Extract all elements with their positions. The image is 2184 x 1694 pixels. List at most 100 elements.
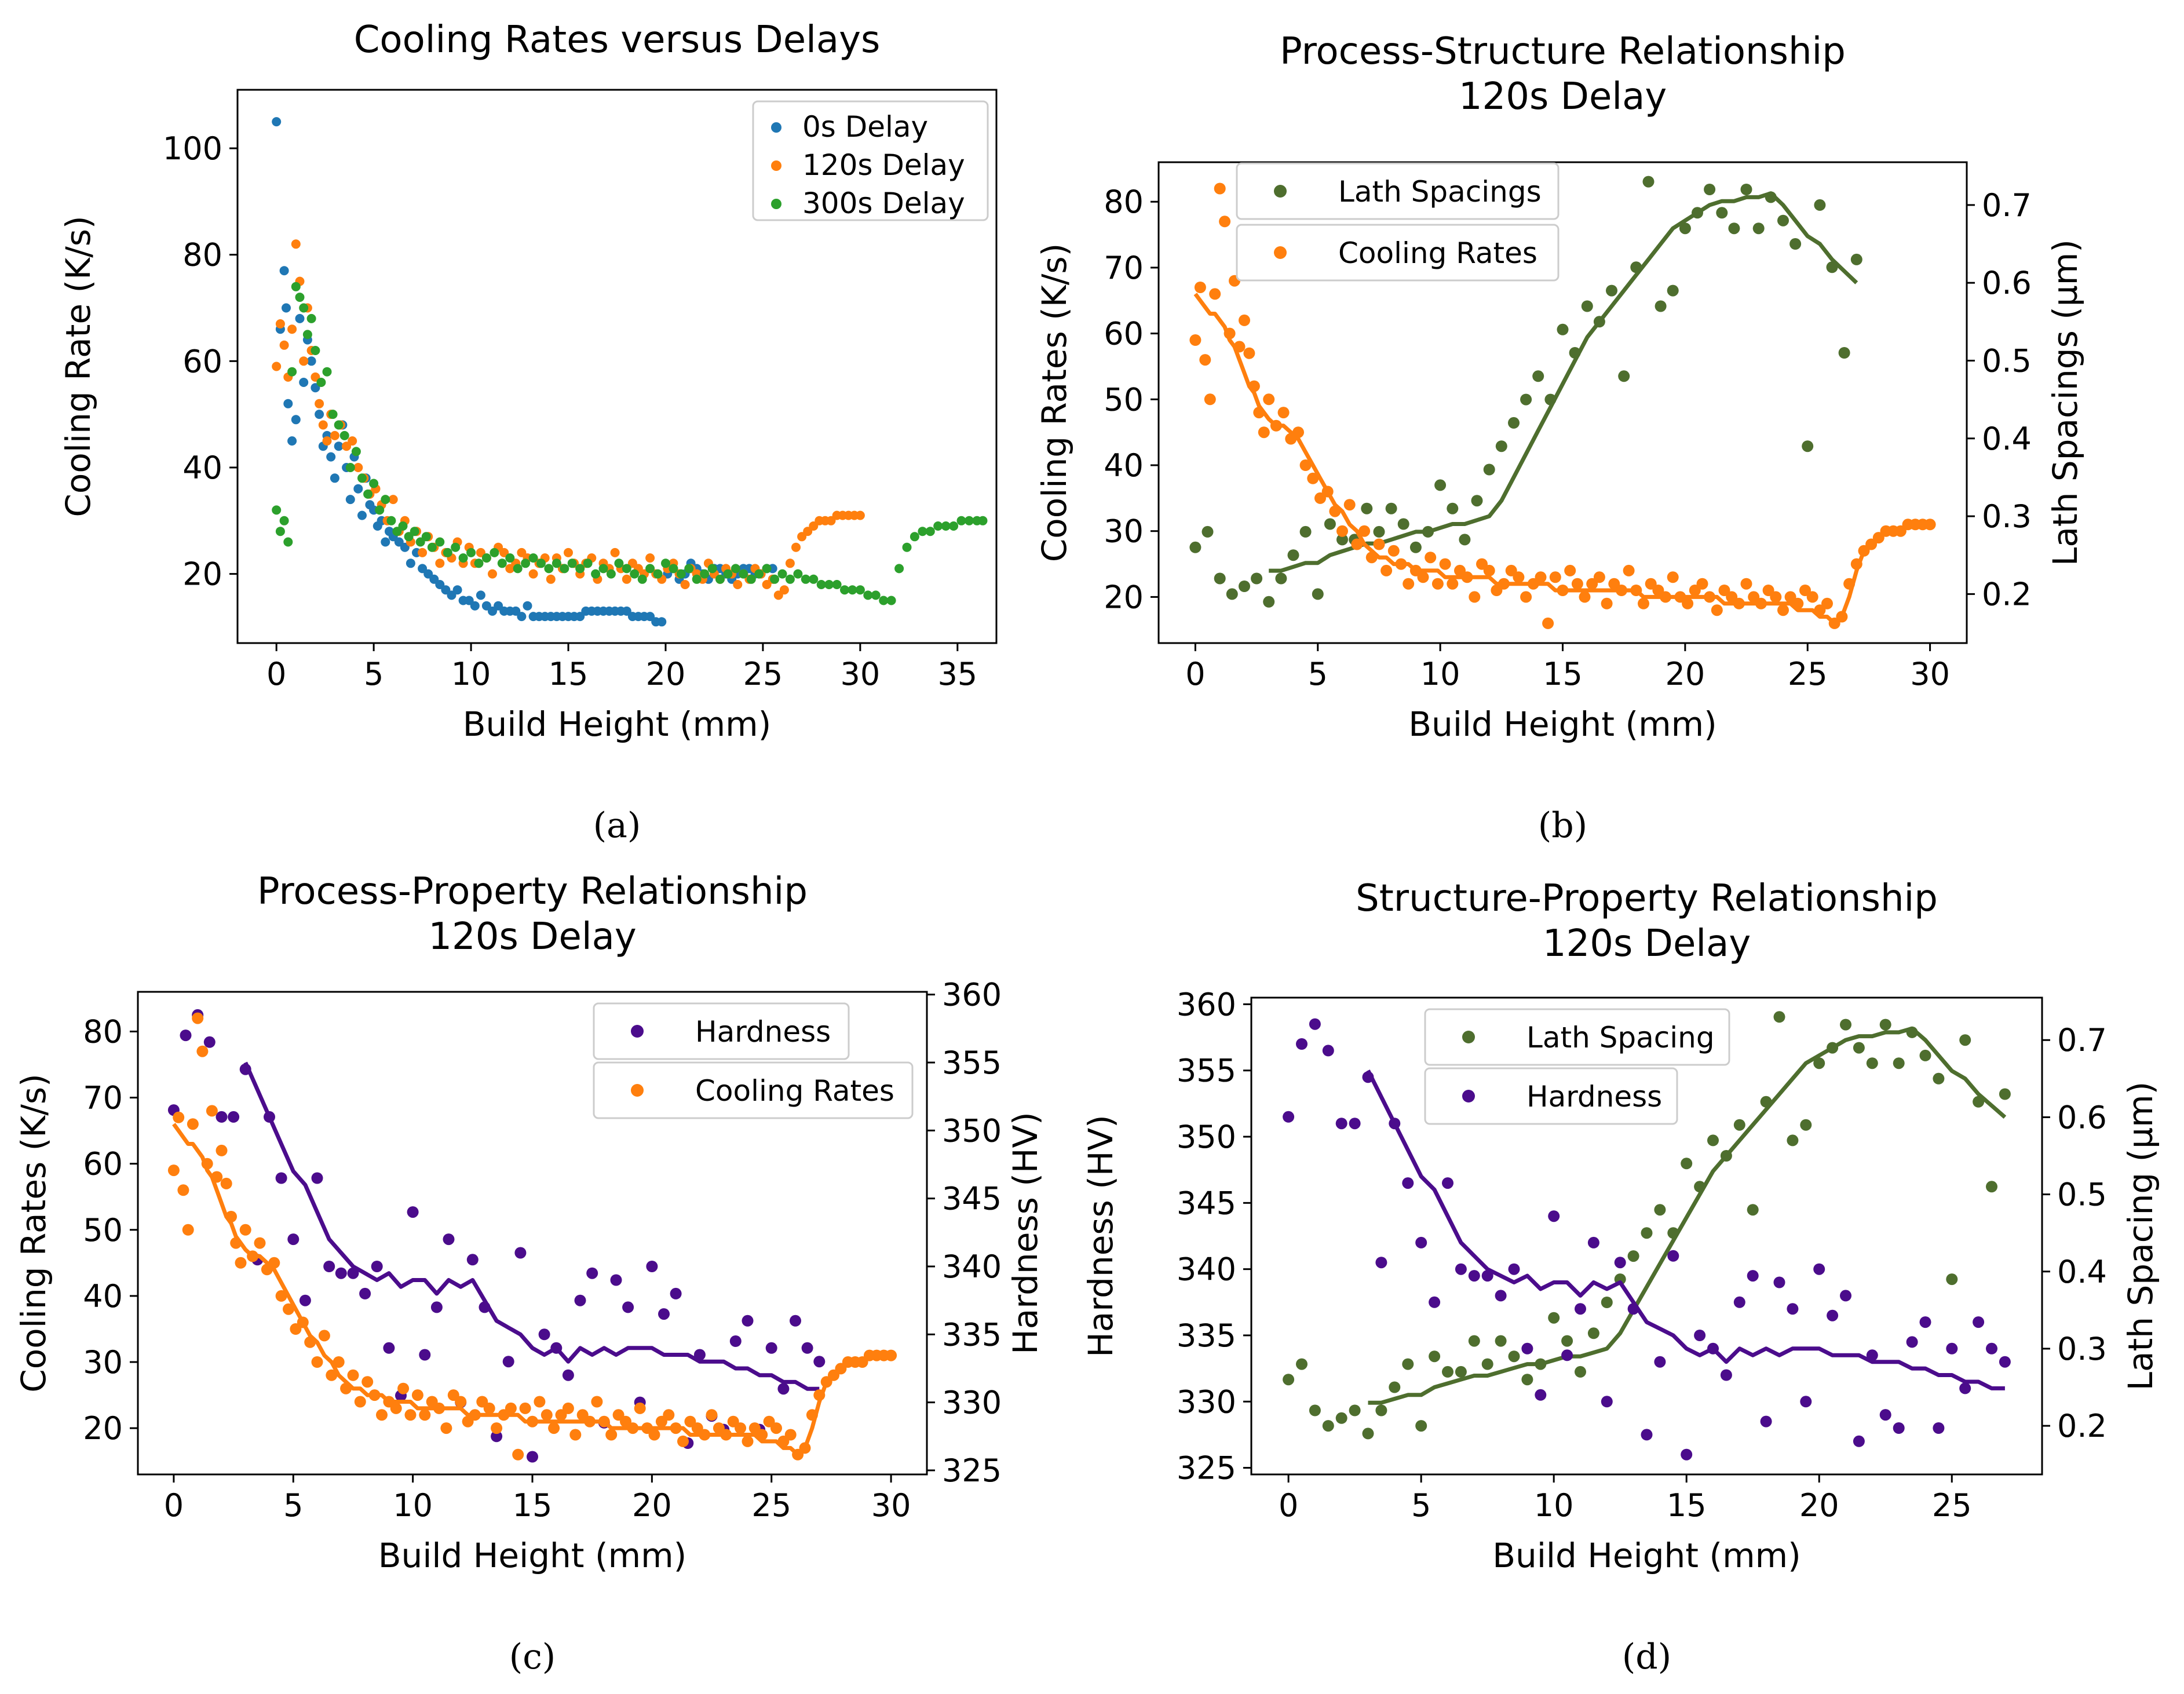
y-tick-label: 20 [83,1410,123,1447]
data-point [1459,534,1471,546]
legend-marker [631,1025,644,1038]
data-point [455,1396,467,1408]
data-point [1718,585,1730,596]
data-point [1189,541,1201,553]
data-point [1720,1369,1732,1381]
data-point [1973,1316,1985,1328]
data-point [1431,578,1444,590]
data-point [291,239,301,249]
data-point [239,1224,251,1236]
data-point [677,1435,689,1447]
data-point [1415,1236,1427,1248]
data-point [1872,532,1884,544]
data-point [1986,1342,1997,1355]
data-point [345,463,355,472]
data-point [1747,1204,1759,1216]
data-point [351,447,361,457]
data-point [699,1429,711,1441]
data-point [381,537,390,547]
data-point [264,1111,275,1123]
data-point [316,378,326,387]
plot-area [1283,1011,2011,1461]
data-point [381,495,390,505]
y2-axis-label: Hardness (HV) [1006,1112,1045,1355]
data-point [275,1290,287,1302]
data-point [511,606,521,616]
data-point [1557,585,1569,596]
data-point [499,547,509,557]
data-point [1309,1018,1321,1030]
data-point [1505,564,1517,576]
y-tick-label: 100 [163,130,222,167]
data-point [1813,1057,1825,1069]
chart-title: Process-Property Relationship [257,870,808,913]
data-point [733,580,743,589]
data-point [1521,1342,1533,1355]
panel-caption: (a) [593,805,641,846]
data-point [693,1349,706,1361]
y-tick-label: 20 [1104,579,1144,615]
data-point [653,569,663,579]
data-point [1461,571,1473,583]
data-point [398,521,408,531]
data-point [1403,578,1415,590]
data-point [754,569,764,579]
data-point [965,516,974,525]
data-point [334,441,344,451]
data-point [1299,525,1312,538]
data-point [1322,1045,1334,1057]
data-point [481,553,491,563]
data-point [335,1267,347,1279]
data-point [177,1184,189,1196]
data-point [777,1383,790,1395]
data-point [347,1369,359,1381]
x-tick-label: 5 [364,656,384,692]
data-point [1314,492,1326,504]
y-tick-label: 355 [1177,1053,1236,1089]
x-tick-label: 10 [1534,1487,1574,1524]
data-point [230,1237,242,1249]
data-point [1224,327,1236,339]
data-point [1373,525,1385,538]
series-line-1 [1193,293,1930,626]
data-point [1773,1011,1785,1023]
data-point [1762,585,1774,596]
legend-marker [771,122,781,133]
x-tick-label: 0 [1185,656,1205,692]
data-point [1258,426,1270,439]
data-point [670,1422,682,1434]
data-point [447,590,456,600]
data-point [390,1402,402,1414]
data-point [1544,393,1557,406]
data-point [1641,1429,1653,1441]
y2-tick-label: 0.6 [1982,265,2032,301]
x-axis-label: Build Height (mm) [1492,1536,1800,1575]
data-point [1879,1018,1891,1031]
data-point [1442,1177,1453,1189]
data-point [1329,505,1341,517]
data-point [1593,316,1605,328]
data-point [1999,1088,2011,1100]
data-point [435,558,445,568]
data-point [1557,323,1569,335]
data-point [1415,1420,1427,1432]
data-point [591,1396,603,1408]
data-point [848,585,857,595]
data-point [1521,1374,1533,1386]
data-point [441,585,451,595]
y2-axis-label: Lath Spacings (µm) [2046,239,2085,566]
data-point [1792,597,1804,609]
data-point [1417,571,1429,583]
data-point [1425,552,1437,564]
data-point [282,303,291,313]
data-point [523,601,532,611]
data-point [1642,176,1655,188]
data-point [1498,578,1510,590]
data-point [1694,1330,1706,1341]
legend-marker [1274,185,1287,198]
data-point [1495,1290,1507,1302]
data-point [419,1409,431,1421]
data-point [1618,370,1630,382]
data-point [1840,1018,1851,1031]
